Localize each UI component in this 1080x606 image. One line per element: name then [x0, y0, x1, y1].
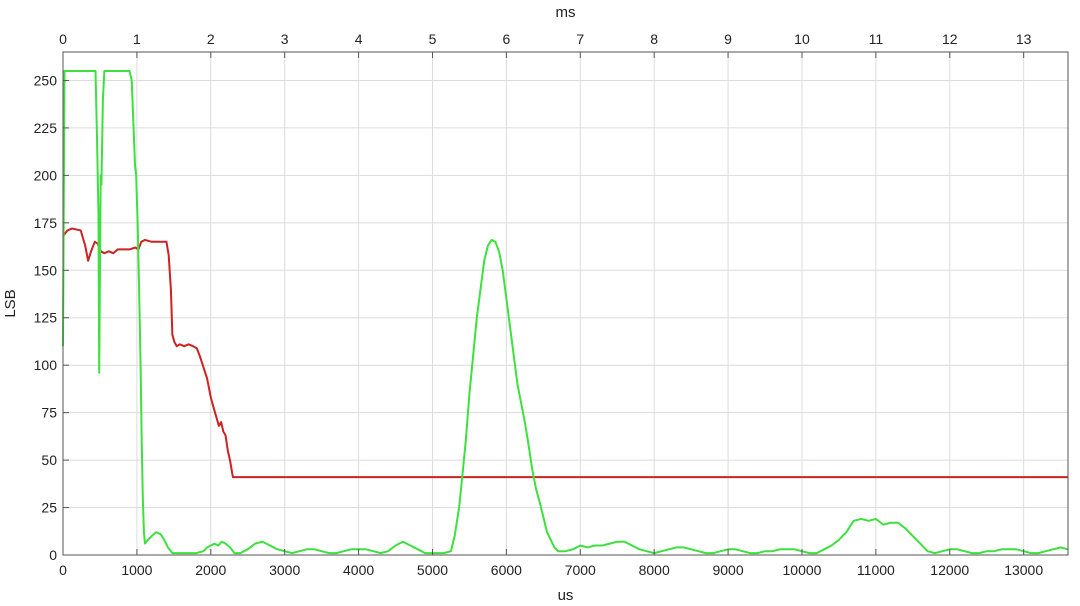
- x2-tick-label: 12: [942, 31, 958, 47]
- y-tick-label: 150: [34, 262, 58, 278]
- y-tick-label: 200: [34, 167, 58, 183]
- y-axis-title: LSB: [2, 289, 19, 317]
- x2-tick-label: 6: [502, 31, 510, 47]
- tick-marks: [62, 52, 1025, 556]
- x-tick-label: 9000: [712, 562, 743, 578]
- x-tick-label: 10000: [783, 562, 822, 578]
- x-tick-label: 6000: [491, 562, 522, 578]
- series-line-1: [62, 227, 1068, 479]
- series-line-2: [62, 69, 1069, 555]
- y-tick-labels: 0 25 50 75 100 125 150 175 200 225 250: [34, 72, 58, 563]
- x2-tick-label: 10: [794, 31, 810, 47]
- series-layer: [62, 69, 1069, 555]
- y-tick-label: 125: [34, 310, 58, 326]
- x-tick-label: 13000: [1004, 562, 1043, 578]
- x-axis-title: us: [558, 587, 574, 604]
- x-tick-label: 11000: [857, 562, 895, 578]
- x2-tick-label: 2: [207, 31, 215, 47]
- x2-tick-label: 5: [429, 31, 437, 47]
- grid-lines: [63, 52, 1068, 555]
- y-tick-label: 250: [34, 72, 58, 88]
- x-tick-label: 1000: [121, 562, 152, 578]
- x2-tick-labels: 0 1 2 3 4 5 6 7 8 9 10 11 12 13: [59, 31, 1032, 47]
- x-tick-label: 7000: [565, 562, 596, 578]
- y-tick-label: 100: [34, 357, 58, 373]
- x2-tick-label: 3: [281, 31, 289, 47]
- x2-axis-title: ms: [556, 4, 576, 21]
- x2-tick-label: 13: [1016, 31, 1032, 47]
- x-tick-label: 3000: [269, 562, 300, 578]
- plot-frame: [62, 51, 1069, 556]
- x-tick-label: 12000: [930, 562, 969, 578]
- x-tick-label: 0: [59, 562, 67, 578]
- x2-tick-label: 8: [650, 31, 658, 47]
- y-tick-label: 225: [34, 120, 58, 136]
- x-tick-label: 5000: [417, 562, 448, 578]
- x2-tick-label: 9: [724, 31, 732, 47]
- x2-tick-label: 7: [576, 31, 584, 47]
- x2-tick-label: 11: [869, 31, 884, 47]
- x-tick-label: 4000: [343, 562, 374, 578]
- x2-tick-label: 0: [59, 31, 67, 47]
- y-tick-label: 175: [34, 215, 58, 231]
- x2-tick-label: 4: [355, 31, 363, 47]
- y-tick-label: 75: [41, 405, 57, 421]
- x-tick-label: 2000: [195, 562, 226, 578]
- x-tick-labels: 0 1000 2000 3000 4000 5000 6000 7000 8000 9000 100…: [59, 562, 1043, 578]
- y-tick-label: 50: [41, 452, 57, 468]
- x2-tick-label: 1: [133, 31, 141, 47]
- y-tick-label: 0: [49, 547, 57, 563]
- y-tick-label: 25: [41, 500, 57, 516]
- x-tick-label: 8000: [639, 562, 670, 578]
